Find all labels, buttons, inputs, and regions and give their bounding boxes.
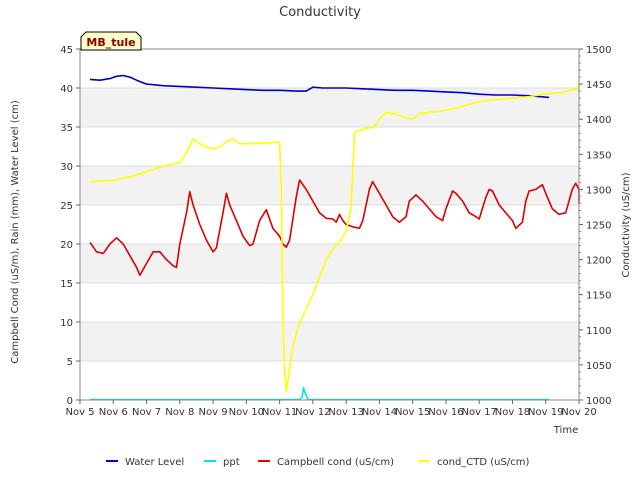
y-right-tick-label: 1000 <box>586 396 611 407</box>
x-axis-label: Time <box>553 425 578 436</box>
band-35 <box>80 88 579 127</box>
x-tick-label: Nov 13 <box>328 407 363 418</box>
y-right-tick-label: 1450 <box>586 80 611 91</box>
y-left-tick-label: 30 <box>60 162 73 173</box>
right-axis: 1000 1050 1100 1150 1200 1250 1300 1350 1400 1450… <box>579 45 611 407</box>
series-line-water-level <box>89 74 550 99</box>
y-left-tick-label: 40 <box>60 84 73 95</box>
y-left-tick-label: 5 <box>67 357 73 368</box>
legend-label: Water Level <box>125 457 184 468</box>
x-tick-label: Nov 17 <box>461 407 496 418</box>
legend-label: Campbell cond (uS/cm) <box>277 457 394 468</box>
y-axis-right-label: Conductivity (uS/cm) <box>621 172 632 277</box>
series-line-cond-ctd-us-cm- <box>89 79 580 393</box>
y-right-tick-label: 1500 <box>586 45 611 56</box>
x-tick-label: Nov 19 <box>528 407 563 418</box>
x-tick-label: Nov 18 <box>495 407 530 418</box>
y-right-tick-label: 1400 <box>586 115 611 126</box>
x-tick-label: Nov 9 <box>199 407 228 418</box>
x-tick-label: Nov 14 <box>362 407 397 418</box>
band-25 <box>80 166 579 205</box>
chart-title: Conductivity <box>279 5 361 20</box>
x-tick-label: Nov 16 <box>428 407 463 418</box>
x-tick-label: Nov 15 <box>395 407 430 418</box>
y-left-tick-label: 10 <box>60 318 73 329</box>
y-left-tick-label: 45 <box>60 45 73 56</box>
y-right-tick-label: 1050 <box>586 361 611 372</box>
x-tick-label: Nov 11 <box>262 407 297 418</box>
site-label-box: MB_tule <box>80 31 142 51</box>
background-bands <box>80 88 579 361</box>
series-layer <box>89 74 580 401</box>
x-tick-label: Nov 8 <box>165 407 194 418</box>
legend-label: ppt <box>223 457 240 468</box>
left-axis: 0 5 10 15 20 25 30 35 40 45 <box>60 45 80 407</box>
x-tick-label: Nov 6 <box>99 407 128 418</box>
x-tick-label: Nov 5 <box>65 407 94 418</box>
y-right-tick-label: 1300 <box>586 185 611 196</box>
y-left-tick-label: 15 <box>60 279 73 290</box>
y-right-tick-label: 1100 <box>586 326 611 337</box>
y-left-tick-label: 0 <box>67 396 73 407</box>
band-5 <box>80 322 579 361</box>
y-left-tick-label: 25 <box>60 201 73 212</box>
legend-label: cond_CTD (uS/cm) <box>437 457 529 468</box>
y-left-tick-label: 35 <box>60 123 73 134</box>
y-axis-left-label: Campbell Cond (uS/m), Rain (mm), Water L… <box>10 100 21 364</box>
y-right-tick-label: 1250 <box>586 221 611 232</box>
y-left-tick-label: 20 <box>60 240 73 251</box>
series-line-campbell-cond-us-cm- <box>89 179 580 276</box>
legend: Water Level ppt Campbell cond (uS/cm) cond_… <box>106 457 529 468</box>
x-tick-label: Nov 12 <box>295 407 330 418</box>
y-right-tick-label: 1350 <box>586 150 611 161</box>
y-right-tick-label: 1150 <box>586 291 611 302</box>
x-tick-label: Nov 7 <box>132 407 161 418</box>
band-15 <box>80 244 579 283</box>
x-tick-label: Nov 20 <box>561 407 596 418</box>
y-right-tick-label: 1200 <box>586 256 611 267</box>
series-line-ppt <box>90 386 550 401</box>
site-label: MB_tule <box>86 36 135 49</box>
x-tick-label: Nov 10 <box>229 407 264 418</box>
